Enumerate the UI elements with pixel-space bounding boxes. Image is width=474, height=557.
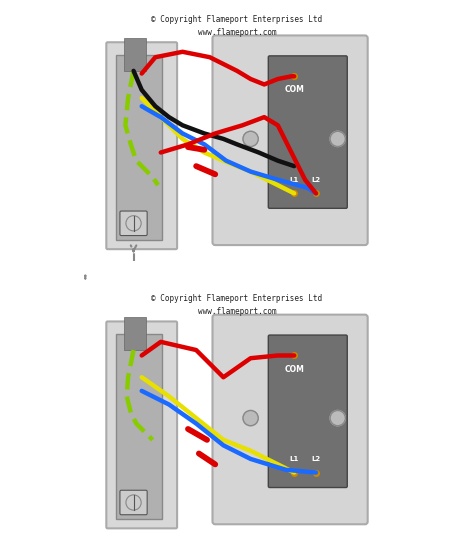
Circle shape	[243, 411, 258, 426]
FancyBboxPatch shape	[106, 321, 177, 529]
Bar	[116, 55, 162, 240]
Text: © Copyright Flameport Enterprises Ltd
www.flameport.com: © Copyright Flameport Enterprises Ltd ww…	[151, 294, 323, 316]
FancyBboxPatch shape	[106, 42, 177, 249]
Circle shape	[243, 131, 258, 146]
FancyBboxPatch shape	[268, 335, 347, 487]
FancyBboxPatch shape	[120, 490, 147, 515]
FancyBboxPatch shape	[120, 211, 147, 236]
Bar	[124, 38, 146, 71]
Text: L1: L1	[290, 177, 299, 183]
Text: L1: L1	[290, 456, 299, 462]
Text: L2: L2	[311, 177, 320, 183]
Bar	[116, 334, 162, 519]
FancyBboxPatch shape	[212, 36, 368, 245]
Text: COM: COM	[284, 85, 304, 94]
FancyBboxPatch shape	[212, 315, 368, 524]
Text: © Copyright Flameport Enterprises Ltd
www.flameport.com: © Copyright Flameport Enterprises Ltd ww…	[151, 15, 323, 37]
Text: COM: COM	[284, 365, 304, 374]
Circle shape	[330, 131, 346, 146]
FancyBboxPatch shape	[268, 56, 347, 208]
Bar	[124, 317, 146, 350]
Text: L2: L2	[311, 456, 320, 462]
Circle shape	[330, 411, 346, 426]
